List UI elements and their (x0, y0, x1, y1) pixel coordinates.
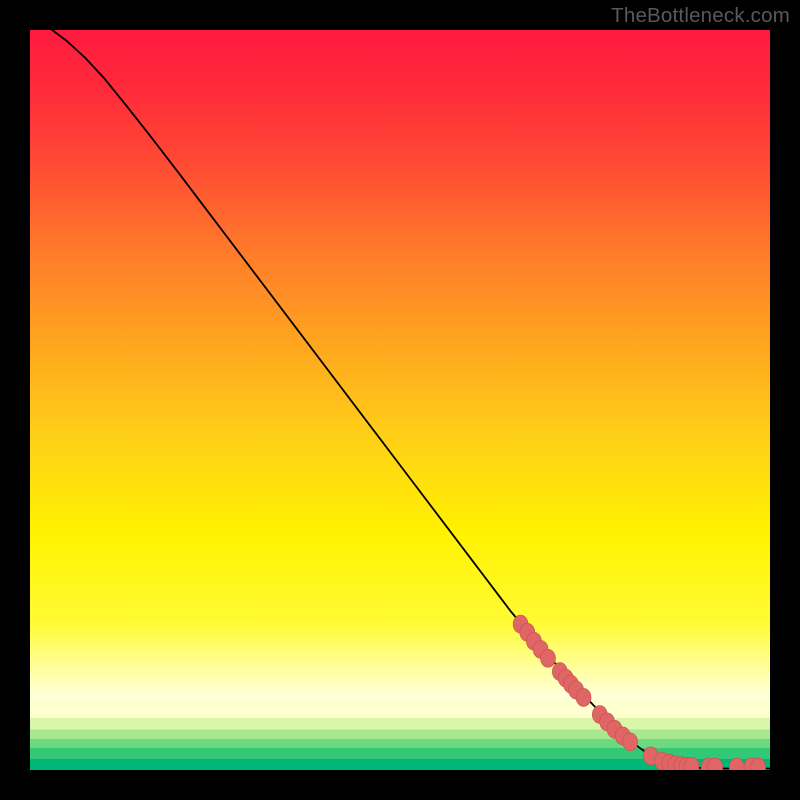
data-marker (623, 733, 638, 751)
chart-container: TheBottleneck.com (0, 0, 800, 800)
chart-svg (30, 30, 770, 770)
plot-area (30, 30, 770, 770)
data-marker (541, 649, 556, 667)
data-marker (576, 688, 591, 706)
gradient-background (30, 30, 770, 770)
watermark-text: TheBottleneck.com (611, 4, 790, 28)
